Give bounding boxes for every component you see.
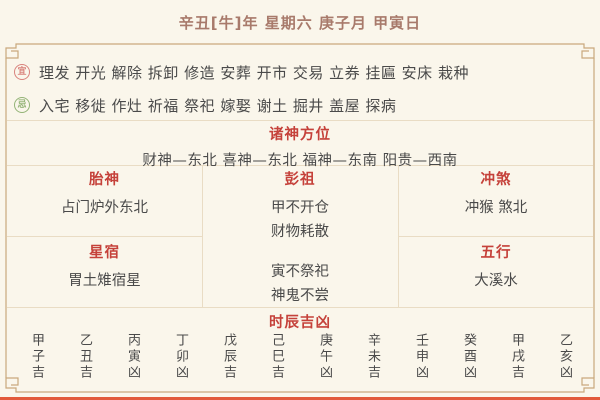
hour-column: 庚午凶 (317, 333, 332, 381)
avoid-activities: 入宅 移徙 作灶 祈福 祭祀 嫁娶 谢土 掘井 盖屋 探病 (39, 96, 397, 115)
taishen-cell: 胎神 占门炉外东北 (7, 168, 202, 220)
taishen-content: 占门炉外东北 (61, 200, 148, 216)
gods-directions-content: 财神—东北 喜神—东北 福神—东南 阳贵—西南 (142, 153, 458, 169)
divider (7, 307, 593, 308)
hour-column: 己巳吉 (269, 333, 284, 381)
xingxiu-cell: 星宿 胃土雉宿星 (7, 241, 202, 293)
chongsha-title: 冲煞 (480, 172, 512, 188)
pengzu-line: 甲不开仓 (271, 200, 329, 216)
hour-column: 乙亥凶 (557, 333, 572, 381)
pengzu-cell: 彭祖 甲不开仓 财物耗散 寅不祭祀 神鬼不尝 (203, 168, 397, 308)
suitable-row: 宜 理发 开光 解除 拆卸 修造 安葬 开市 交易 立券 挂匾 安床 栽种 (14, 62, 586, 82)
pengzu-line: 寅不祭祀 (271, 264, 329, 280)
hour-column: 丁卯凶 (173, 333, 188, 381)
divider (7, 120, 593, 121)
hour-column: 辛未吉 (365, 333, 380, 381)
hour-column: 甲子吉 (29, 333, 44, 381)
hour-column: 丙寅凶 (125, 333, 140, 381)
gods-directions-section: 诸神方位 财神—东北 喜神—东北 福神—东南 阳贵—西南 (7, 123, 593, 170)
wuxing-content: 大溪水 (474, 273, 518, 289)
wuxing-cell: 五行 大溪水 (399, 241, 593, 293)
taishen-title: 胎神 (89, 172, 120, 188)
suitable-activities: 理发 开光 解除 拆卸 修造 安葬 开市 交易 立券 挂匾 安床 栽种 (39, 63, 469, 82)
divider (7, 236, 202, 237)
chongsha-cell: 冲煞 冲猴 煞北 (399, 168, 593, 220)
hours-title: 时辰吉凶 (269, 315, 331, 331)
avoid-icon: 忌 (14, 97, 30, 113)
divider (202, 165, 203, 307)
avoid-row: 忌 入宅 移徙 作灶 祈福 祭祀 嫁娶 谢土 掘井 盖屋 探病 (14, 95, 586, 115)
spacer (203, 244, 397, 260)
hour-column: 甲戌吉 (509, 333, 524, 381)
divider (398, 165, 399, 307)
pengzu-title: 彭祖 (284, 172, 316, 188)
bottom-accent-line (0, 397, 600, 400)
hour-column: 壬申凶 (413, 333, 428, 381)
xingxiu-title: 星宿 (89, 245, 120, 261)
hours-row: 甲子吉 乙丑吉 丙寅凶 丁卯凶 戊辰吉 己巳吉 庚午凶 辛未吉 壬申凶 癸酉凶 … (12, 333, 588, 391)
hour-column: 戊辰吉 (221, 333, 236, 381)
divider (398, 236, 593, 237)
pengzu-line: 财物耗散 (271, 224, 329, 240)
gods-directions-title: 诸神方位 (269, 127, 331, 143)
hour-column: 癸酉凶 (461, 333, 476, 381)
hour-column: 乙丑吉 (77, 333, 92, 381)
wuxing-title: 五行 (480, 245, 512, 261)
suitable-icon: 宜 (14, 64, 30, 80)
chongsha-content: 冲猴 煞北 (464, 200, 528, 216)
pengzu-line: 神鬼不尝 (271, 288, 329, 304)
xingxiu-content: 胃土雉宿星 (68, 273, 141, 289)
date-header: 辛丑[牛]年 星期六 庚子月 甲寅日 (178, 14, 422, 32)
divider (7, 165, 593, 166)
